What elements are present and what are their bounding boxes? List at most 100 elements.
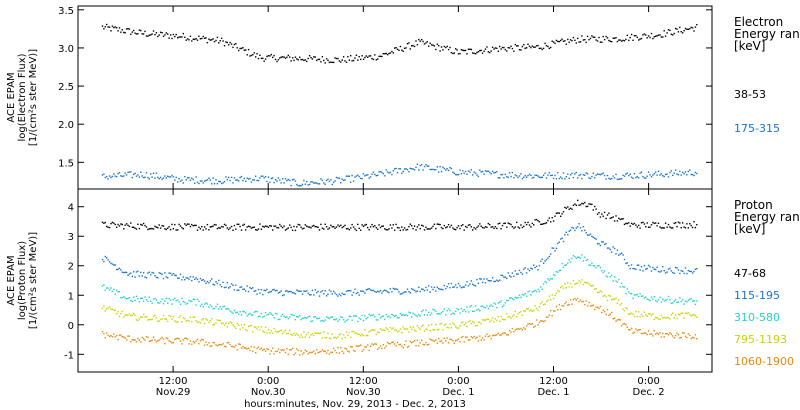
data-point	[314, 332, 316, 334]
data-point	[491, 170, 494, 173]
data-point	[516, 221, 518, 224]
data-point	[113, 309, 115, 311]
data-point	[513, 227, 515, 229]
data-point	[262, 175, 264, 177]
data-point	[111, 175, 114, 178]
data-point	[260, 57, 263, 60]
data-point	[690, 26, 692, 29]
data-point	[622, 323, 624, 325]
data-point	[612, 298, 614, 300]
data-point	[307, 331, 309, 334]
data-point	[606, 299, 609, 302]
data-point	[602, 271, 604, 274]
data-point	[212, 341, 214, 344]
data-point	[342, 319, 345, 321]
data-point	[318, 229, 321, 231]
data-point	[436, 313, 438, 315]
data-point	[148, 271, 150, 273]
data-point	[218, 279, 220, 282]
data-point	[124, 337, 126, 339]
data-point	[203, 280, 206, 282]
data-point	[439, 313, 441, 315]
data-point	[693, 30, 695, 32]
data-point	[317, 317, 319, 320]
data-point	[172, 33, 175, 36]
data-point	[473, 52, 475, 55]
data-point	[650, 32, 653, 35]
data-point	[101, 307, 104, 310]
data-point	[372, 58, 375, 61]
data-point	[626, 326, 628, 328]
data-point	[111, 25, 114, 27]
data-point	[120, 175, 122, 177]
data-point	[690, 173, 692, 176]
data-point	[137, 223, 139, 225]
data-point	[206, 223, 209, 226]
data-point	[466, 336, 468, 338]
data-point	[537, 324, 539, 326]
data-point	[528, 310, 531, 312]
data-point	[225, 224, 227, 227]
data-point	[550, 298, 552, 301]
data-point	[520, 49, 522, 51]
data-point	[249, 226, 251, 228]
data-point	[195, 304, 197, 306]
data-point	[496, 319, 498, 322]
data-point	[247, 48, 250, 51]
data-point	[564, 178, 566, 180]
data-point	[209, 320, 211, 322]
data-point	[252, 54, 254, 56]
data-point	[222, 322, 224, 324]
data-point	[155, 276, 158, 279]
data-point	[630, 327, 633, 329]
data-point	[405, 229, 407, 231]
data-point	[128, 335, 131, 337]
data-point	[202, 278, 204, 281]
data-point	[379, 226, 382, 229]
data-point	[618, 318, 620, 321]
data-point	[531, 268, 533, 270]
data-point	[616, 178, 619, 181]
data-point	[629, 173, 631, 175]
data-point	[432, 288, 434, 291]
data-point	[335, 352, 338, 354]
data-point	[283, 294, 285, 296]
data-point	[218, 344, 220, 346]
data-point	[470, 48, 472, 51]
data-point	[642, 34, 644, 36]
data-point	[439, 166, 441, 168]
data-point	[296, 333, 298, 335]
data-point	[423, 289, 426, 292]
data-point	[340, 182, 342, 184]
data-point	[392, 52, 394, 54]
data-point	[674, 334, 677, 337]
data-point	[517, 313, 519, 315]
data-point	[169, 272, 172, 275]
data-point	[394, 168, 396, 170]
data-point	[547, 174, 549, 176]
data-point	[679, 222, 681, 224]
data-point	[375, 59, 377, 61]
data-point	[433, 169, 436, 171]
data-point	[202, 306, 204, 308]
data-point	[182, 339, 184, 341]
data-point	[552, 273, 555, 276]
data-point	[299, 224, 301, 226]
data-point	[472, 337, 474, 339]
data-point	[682, 270, 684, 272]
data-point	[542, 320, 545, 323]
data-point	[260, 228, 263, 230]
data-point	[586, 305, 589, 307]
data-point	[500, 274, 502, 276]
data-point	[226, 227, 228, 229]
data-point	[419, 164, 421, 167]
data-point	[510, 317, 512, 319]
data-point	[674, 27, 677, 30]
data-point	[446, 285, 448, 288]
data-point	[269, 55, 271, 57]
data-point	[531, 310, 533, 312]
data-point	[472, 310, 474, 312]
data-point	[391, 291, 393, 293]
data-point	[501, 305, 504, 308]
data-point	[436, 43, 438, 45]
